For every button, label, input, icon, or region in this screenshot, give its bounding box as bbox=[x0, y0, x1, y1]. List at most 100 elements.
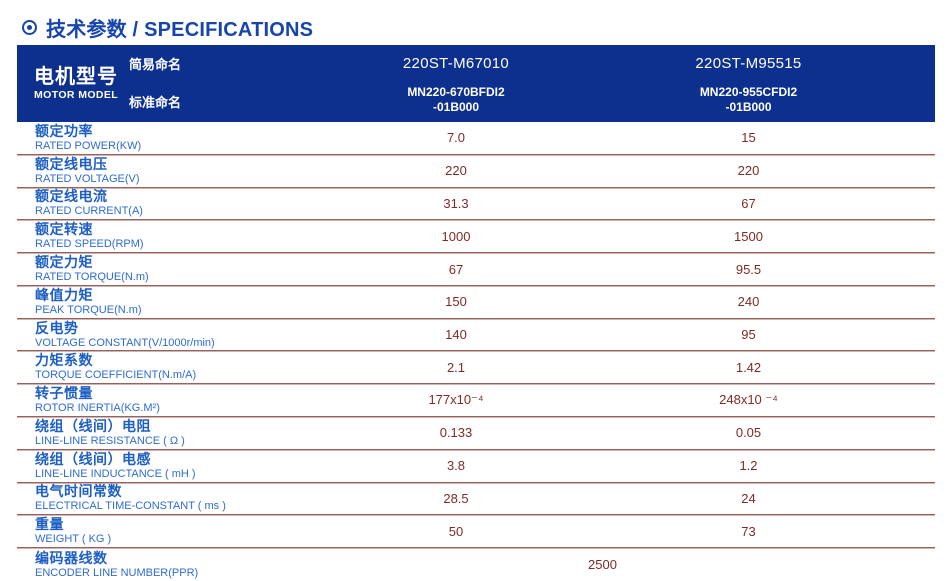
spec-value-model-2: 24 bbox=[741, 490, 756, 506]
model-1-standard-name: MN220-670BFDI2 -01B000 bbox=[310, 81, 602, 122]
spec-label-cell: 额定线电压 RATED VOLTAGE(V) bbox=[17, 155, 310, 185]
spec-label-en: LINE-LINE RESISTANCE ( Ω ) bbox=[35, 434, 185, 447]
spec-label-cell: 重量 WEIGHT ( KG ) bbox=[17, 516, 310, 546]
model-1-standard-line2: -01B000 bbox=[432, 99, 480, 114]
spec-value-model-2: 95 bbox=[741, 327, 756, 343]
spec-value-model-2: 1.2 bbox=[739, 458, 758, 474]
spec-value-model-1: 3.8 bbox=[446, 458, 466, 474]
spec-value-model-1: 220 bbox=[445, 163, 467, 179]
spec-row: 额定力矩 RATED TORQUE(N.m) 67 95.5 bbox=[17, 253, 935, 286]
spec-label-en: RATED VOLTAGE(V) bbox=[35, 172, 140, 185]
motor-model-label-en: MOTOR MODEL bbox=[34, 89, 119, 101]
spec-row: 额定功率 RATED POWER(KW) 7.0 15 bbox=[17, 122, 935, 155]
spec-row: 绕组（线间）电阻 LINE-LINE RESISTANCE ( Ω ) 0.133 0… bbox=[17, 417, 935, 450]
spec-value-model-2: 1.42 bbox=[735, 359, 762, 375]
spec-value-model-1: 2.1 bbox=[446, 359, 466, 375]
spec-row: 峰值力矩 PEAK TORQUE(N.m) 150 240 bbox=[17, 286, 935, 319]
spec-value-model-1: 67 bbox=[448, 261, 464, 277]
spec-value-model-1: 177x10⁻⁴ bbox=[428, 392, 484, 408]
circled-dot-icon bbox=[22, 20, 37, 35]
spec-label-zh: 反电势 bbox=[35, 319, 79, 336]
spec-label-cell: 额定力矩 RATED TORQUE(N.m) bbox=[17, 254, 310, 284]
spec-row: 额定线电流 RATED CURRENT(A) 31.3 67 bbox=[17, 188, 935, 221]
spec-label-en: RATED CURRENT(A) bbox=[35, 205, 143, 218]
spec-value-model-1: 1000 bbox=[441, 228, 471, 244]
spec-label-en: ELECTRICAL TIME-CONSTANT ( ms ) bbox=[35, 500, 226, 513]
spec-label-zh: 重量 bbox=[35, 516, 64, 533]
spec-label-en: VOLTAGE CONSTANT(V/1000r/min) bbox=[35, 336, 215, 349]
spec-label-en: WEIGHT ( KG ) bbox=[35, 533, 112, 546]
spec-value-model-1: 7.0 bbox=[446, 130, 466, 146]
spec-label-en: TORQUE COEFFICIENT(N.m/A) bbox=[35, 369, 197, 382]
spec-value-model-1: 150 bbox=[445, 294, 467, 310]
spec-label-zh: 额定线电压 bbox=[35, 155, 108, 172]
page-title: 技术参数 / SPECIFICATIONS bbox=[46, 19, 314, 41]
spec-value-model-2: 240 bbox=[737, 294, 760, 310]
spec-row: 力矩系数 TORQUE COEFFICIENT(N.m/A) 2.1 1.42 bbox=[17, 351, 935, 385]
model-2-standard-name: MN220-955CFDI2 -01B000 bbox=[602, 81, 895, 122]
spec-value-model-2: 73 bbox=[741, 523, 756, 539]
spec-label-en: PEAK TORQUE(N.m) bbox=[35, 303, 142, 316]
spec-label-cell: 额定功率 RATED POWER(KW) bbox=[17, 123, 310, 152]
spec-label-cell: 绕组（线间）电感 LINE-LINE INDUCTANCE ( mH ) bbox=[17, 451, 310, 480]
table-body: 额定功率 RATED POWER(KW) 7.0 15 额定线电压 RATED VOLTA… bbox=[17, 122, 935, 581]
spec-label-zh: 编码器线数 bbox=[35, 549, 108, 566]
spec-value-model-1: 0.133 bbox=[439, 425, 473, 441]
spec-row: 重量 WEIGHT ( KG ) 50 73 bbox=[17, 515, 935, 549]
spec-row: 编码器线数 ENCODER LINE NUMBER(PPR) 2500 bbox=[17, 548, 935, 581]
spec-label-cell: 转子惯量 ROTOR INERTIA(KG.M²) bbox=[17, 385, 310, 415]
spec-label-zh: 转子惯量 bbox=[35, 385, 93, 402]
spec-row: 绕组（线间）电感 LINE-LINE INDUCTANCE ( mH ) 3.8 1.… bbox=[17, 450, 935, 483]
spec-label-cell: 电气时间常数 ELECTRICAL TIME-CONSTANT ( ms ) bbox=[17, 483, 310, 513]
spec-value-model-1: 28.5 bbox=[443, 490, 469, 506]
spec-label-cell: 额定转速 RATED SPEED(RPM) bbox=[17, 221, 310, 251]
model-1-simple-name: 220ST-M67010 bbox=[402, 54, 510, 72]
spec-value-model-2: 95.5 bbox=[735, 261, 762, 277]
spec-row: 电气时间常数 ELECTRICAL TIME-CONSTANT ( ms ) 28.… bbox=[17, 483, 935, 516]
spec-label-zh: 绕组（线间）电阻 bbox=[35, 417, 151, 434]
spec-row: 额定转速 RATED SPEED(RPM) 1000 1500 bbox=[17, 220, 935, 254]
spec-label-cell: 峰值力矩 PEAK TORQUE(N.m) bbox=[17, 287, 310, 316]
spec-label-zh: 额定线电流 bbox=[35, 188, 108, 205]
spec-label-cell: 额定线电流 RATED CURRENT(A) bbox=[17, 188, 310, 218]
spec-value-model-2: 15 bbox=[741, 130, 756, 146]
spec-label-zh: 电气时间常数 bbox=[35, 483, 122, 500]
spec-label-en: RATED POWER(KW) bbox=[35, 139, 142, 152]
section-title: 技术参数 / SPECIFICATIONS bbox=[22, 13, 313, 42]
model-2-standard-line1: MN220-955CFDI2 bbox=[699, 84, 798, 99]
spec-label-cell: 反电势 VOLTAGE CONSTANT(V/1000r/min) bbox=[17, 319, 310, 349]
model-2-simple-name: 220ST-M95515 bbox=[695, 54, 802, 72]
model-1-standard-line1: MN220-670BFDI2 bbox=[407, 84, 505, 99]
simple-name-label: 简易命名 bbox=[129, 56, 182, 72]
naming-labels: 简易命名 标准命名 bbox=[129, 45, 181, 122]
header-padding bbox=[895, 45, 935, 122]
spec-value-model-1: 50 bbox=[448, 523, 464, 539]
standard-name-label: 标准命名 bbox=[129, 95, 182, 110]
spec-value-model-1: 31.3 bbox=[443, 195, 469, 211]
spec-value-model-2: 0.05 bbox=[735, 425, 762, 441]
spec-label-en: ROTOR INERTIA(KG.M²) bbox=[35, 402, 160, 415]
spec-value-model-1: 140 bbox=[445, 327, 467, 343]
spec-label-cell: 绕组（线间）电阻 LINE-LINE RESISTANCE ( Ω ) bbox=[17, 417, 310, 447]
spec-label-en: RATED TORQUE(N.m) bbox=[35, 271, 149, 284]
spec-value-model-2: 67 bbox=[741, 195, 756, 211]
spec-row: 反电势 VOLTAGE CONSTANT(V/1000r/min) 140 95 bbox=[17, 319, 935, 352]
model-column-1-header: 220ST-M67010 MN220-670BFDI2 -01B000 bbox=[310, 45, 602, 122]
spec-value-model-2: 220 bbox=[737, 163, 760, 179]
spec-label-en: ENCODER LINE NUMBER(PPR) bbox=[35, 566, 199, 579]
spec-value-model-2: 1500 bbox=[734, 228, 763, 244]
spec-value-spanning: 2500 bbox=[588, 557, 617, 573]
spec-row: 转子惯量 ROTOR INERTIA(KG.M²) 177x10⁻⁴ 248x10 ⁻… bbox=[17, 384, 935, 418]
model-column-2-header: 220ST-M95515 MN220-955CFDI2 -01B000 bbox=[602, 45, 895, 122]
spec-row: 额定线电压 RATED VOLTAGE(V) 220 220 bbox=[17, 155, 935, 188]
model-2-standard-line2: -01B000 bbox=[725, 99, 772, 114]
specifications-table: 电机型号 MOTOR MODEL 简易命名 标准命名 220ST-M67010 … bbox=[17, 45, 935, 581]
spec-value-model-2: 248x10 ⁻⁴ bbox=[719, 392, 778, 408]
spec-label-en: LINE-LINE INDUCTANCE ( mH ) bbox=[35, 467, 196, 480]
motor-model-header-cell: 电机型号 MOTOR MODEL 简易命名 标准命名 bbox=[17, 45, 310, 122]
table-header: 电机型号 MOTOR MODEL 简易命名 标准命名 220ST-M67010 … bbox=[17, 45, 935, 122]
spec-label-zh: 额定转速 bbox=[35, 221, 93, 238]
spec-label-zh: 额定力矩 bbox=[35, 254, 93, 271]
motor-model-label-zh: 电机型号 bbox=[34, 66, 118, 88]
